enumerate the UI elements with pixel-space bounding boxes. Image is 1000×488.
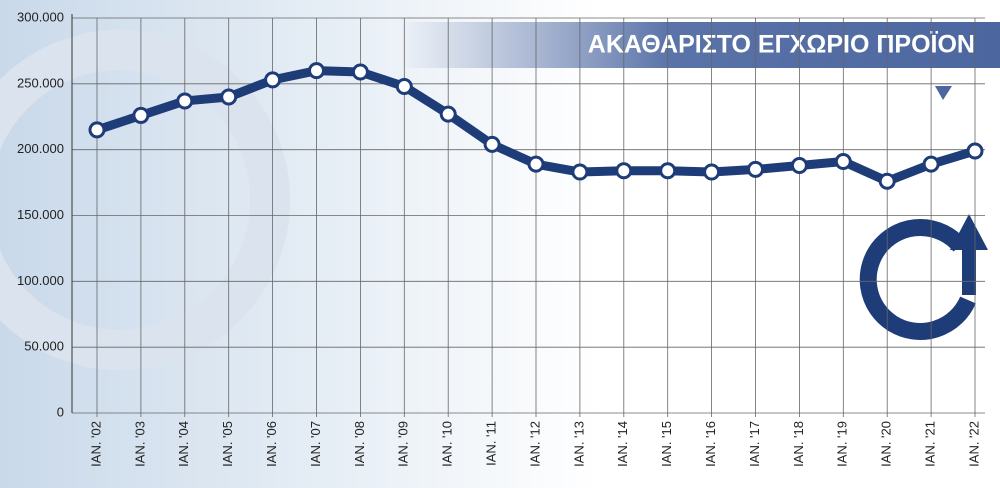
point <box>966 142 984 160</box>
y-tick-label: 200.000 <box>17 141 64 156</box>
banner-pointer <box>935 86 952 100</box>
x-tick-label: ΙΑΝ. '17 <box>747 421 762 467</box>
x-tick-label: ΙΑΝ. '19 <box>835 421 850 467</box>
point <box>88 121 106 139</box>
y-tick-label: 250.000 <box>17 75 64 90</box>
point <box>308 62 325 80</box>
x-tick-label: ΙΑΝ. '16 <box>703 421 718 467</box>
x-tick-label: ΙΑΝ. '18 <box>791 421 806 467</box>
point <box>615 162 633 180</box>
x-tick-label: ΙΑΝ. '02 <box>88 421 103 467</box>
x-tick-label: ΙΑΝ. '12 <box>527 421 542 467</box>
point <box>922 155 940 173</box>
x-tick-label: ΙΑΝ. '21 <box>923 421 938 467</box>
y-tick-label: 300.000 <box>17 9 64 24</box>
x-tick-label: ΙΑΝ. '11 <box>484 421 499 466</box>
chart-title: ΑΚΑΘΑΡΙΣΤΟ ΕΓΧΩΡΙΟ ΠΡΟΪΟΝ <box>588 31 975 59</box>
x-tick-label: ΙΑΝ. '05 <box>220 421 235 467</box>
point <box>834 153 852 171</box>
x-tick-label: ΙΑΝ. '07 <box>308 421 323 467</box>
x-tick-label: ΙΑΝ. '15 <box>659 421 674 467</box>
point <box>483 135 501 153</box>
point <box>659 162 677 180</box>
y-tick-label: 100.000 <box>17 273 64 288</box>
point <box>176 92 194 110</box>
x-tick-label: ΙΑΝ. '22 <box>966 421 981 467</box>
point <box>703 163 721 181</box>
y-tick-label: 150.000 <box>17 207 64 222</box>
point <box>351 63 369 81</box>
x-tick-label: ΙΑΝ. '09 <box>396 421 411 467</box>
y-tick-label: 0 <box>57 404 64 419</box>
growth-icon <box>859 214 988 340</box>
x-tick-label: ΙΑΝ. '20 <box>879 421 894 467</box>
point <box>395 77 413 95</box>
gear-decoration <box>0 30 290 370</box>
x-tick-label: ΙΑΝ. '08 <box>352 421 367 467</box>
x-tick-label: ΙΑΝ. '14 <box>615 421 630 467</box>
y-tick-label: 50.000 <box>24 339 64 354</box>
point <box>571 163 589 181</box>
x-tick-label: ΙΑΝ. '10 <box>440 421 455 467</box>
point <box>527 155 545 173</box>
point <box>264 71 282 89</box>
point <box>132 106 150 124</box>
x-tick-label: ΙΑΝ. '06 <box>264 421 279 467</box>
point <box>878 172 896 190</box>
x-tick-label: ΙΑΝ. '03 <box>132 421 147 467</box>
point <box>439 105 457 123</box>
title-banner <box>400 22 1000 68</box>
x-tick-label: ΙΑΝ. '13 <box>571 421 586 467</box>
point <box>220 88 238 106</box>
point <box>747 160 764 178</box>
x-tick-label: ΙΑΝ. '04 <box>176 421 191 467</box>
point <box>790 156 808 174</box>
